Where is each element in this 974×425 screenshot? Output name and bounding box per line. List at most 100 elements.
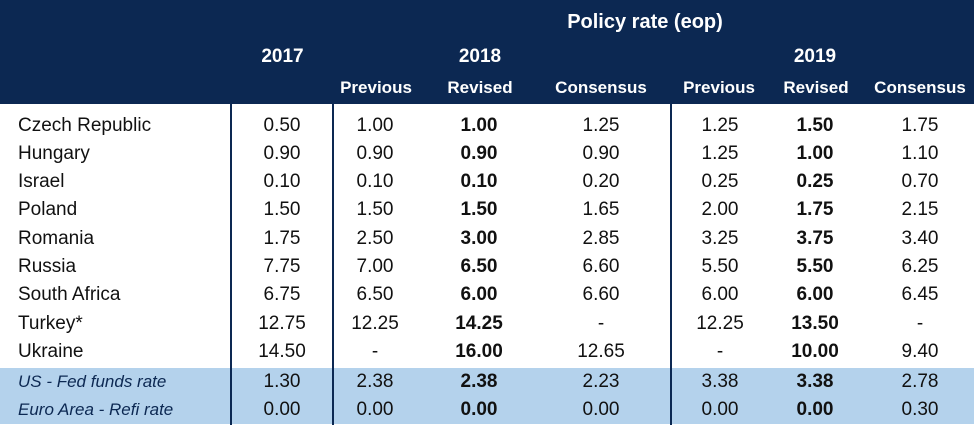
table-cell: 14.50 [258, 341, 306, 362]
table-cell: 1.30 [263, 371, 301, 392]
table-cell: 0.90 [356, 143, 394, 164]
table-cell: 2.15 [901, 199, 939, 220]
table-cell: 6.00 [701, 284, 739, 305]
table-cell: - [716, 341, 724, 362]
table-cell: 0.10 [460, 171, 498, 192]
table-header: Policy rate (eop) 2017 2018 2019 Previou… [0, 0, 974, 104]
table-cell: 0.00 [796, 399, 834, 420]
table-cell: 12.25 [351, 313, 399, 334]
table-cell: 12.75 [258, 313, 306, 334]
table-cell: 6.60 [582, 284, 620, 305]
table-cell: 3.75 [796, 228, 834, 249]
table-cell: 2.85 [582, 228, 620, 249]
table-cell: 0.00 [701, 399, 739, 420]
row-label: Ukraine [18, 341, 84, 362]
table-cell: 0.25 [796, 171, 834, 192]
table-cell: 2.78 [901, 371, 939, 392]
table-row: Czech Republic 0.50 1.00 1.00 1.25 1.25 1.50 1.… [0, 112, 974, 140]
year-2018: 2018 [458, 46, 502, 67]
table-cell: 1.50 [263, 199, 301, 220]
table-cell: 2.38 [460, 371, 498, 392]
table-row: Turkey* 12.75 12.25 14.25 - 12.25 13.50 - [0, 310, 974, 338]
table-cell: 1.00 [460, 115, 498, 136]
table-cell: 3.25 [701, 228, 739, 249]
table-cell: 1.50 [460, 199, 498, 220]
table-cell: 6.25 [901, 256, 939, 277]
table-cell: 1.25 [582, 115, 620, 136]
table-cell: 3.40 [901, 228, 939, 249]
row-label: Poland [18, 199, 78, 220]
table-cell: 2.00 [701, 199, 739, 220]
table-row: Ukraine 14.50 - 16.00 12.65 - 10.00 9.40 [0, 338, 974, 366]
table-cell: 6.45 [901, 284, 939, 305]
table-cell: 0.90 [460, 143, 498, 164]
table-cell: 1.50 [796, 115, 834, 136]
subheader-2019-previous: Previous [683, 78, 755, 97]
table-cell: 7.75 [263, 256, 301, 277]
table-cell: 0.10 [263, 171, 301, 192]
table-title: Policy rate (eop) [567, 11, 723, 33]
table-row: Israel 0.10 0.10 0.10 0.20 0.25 0.25 0.70 [0, 168, 974, 196]
table-cell: 1.65 [582, 199, 620, 220]
table-cell: 5.50 [701, 256, 739, 277]
table-cell: 6.00 [460, 284, 498, 305]
table-cell: 5.50 [796, 256, 834, 277]
table-cell: 6.50 [460, 256, 498, 277]
table-row: Hungary 0.90 0.90 0.90 0.90 1.25 1.00 1.10 [0, 140, 974, 168]
table-cell: 0.00 [582, 399, 620, 420]
table-cell: 2.23 [582, 371, 620, 392]
table-cell: 1.00 [796, 143, 834, 164]
table-cell: 16.00 [455, 341, 503, 362]
table-cell: 0.50 [263, 115, 301, 136]
row-label: Romania [18, 228, 95, 249]
table-row: US - Fed funds rate 1.30 2.38 2.38 2.23 3.38 3… [0, 368, 974, 396]
table-cell: 6.60 [582, 256, 620, 277]
table-cell: 0.30 [901, 399, 939, 420]
subheader-2018-revised: Revised [447, 78, 513, 97]
table-cell: 1.25 [701, 115, 739, 136]
table-cell: 12.25 [696, 313, 744, 334]
table-row: Russia 7.75 7.00 6.50 6.60 5.50 5.50 6.25 [0, 253, 974, 281]
table-row: South Africa 6.75 6.50 6.00 6.60 6.00 6.00 6.45 [0, 281, 974, 309]
table-cell: 3.38 [701, 371, 739, 392]
subheader-2019-revised: Revised [783, 78, 849, 97]
table-cell: 2.50 [356, 228, 394, 249]
row-label: South Africa [18, 284, 121, 305]
row-label: US - Fed funds rate [18, 372, 167, 391]
table-cell: 14.25 [455, 313, 503, 334]
table-cell: - [916, 313, 924, 334]
table-cell: 12.65 [577, 341, 625, 362]
row-label: Russia [18, 256, 77, 277]
year-2019: 2019 [793, 46, 837, 67]
table-cell: 1.75 [263, 228, 301, 249]
table-cell: 6.75 [263, 284, 301, 305]
row-label: Turkey* [18, 313, 83, 334]
table-cell: 1.25 [701, 143, 739, 164]
table-cell: 6.50 [356, 284, 394, 305]
subheader-2018-previous: Previous [340, 78, 412, 97]
table-cell: 13.50 [791, 313, 839, 334]
table-cell: 1.75 [901, 115, 939, 136]
table-row: Romania 1.75 2.50 3.00 2.85 3.25 3.75 3.40 [0, 225, 974, 253]
table-cell: 9.40 [901, 341, 939, 362]
row-label: Hungary [18, 143, 90, 164]
table-cell: 1.10 [901, 143, 939, 164]
table-cell: 0.70 [901, 171, 939, 192]
year-2017: 2017 [261, 46, 304, 67]
table-cell: 1.75 [796, 199, 834, 220]
table-cell: 0.00 [460, 399, 498, 420]
table-cell: 0.90 [263, 143, 301, 164]
table-cell: 3.00 [460, 228, 498, 249]
table-cell: 0.10 [356, 171, 394, 192]
column-divider [670, 104, 672, 425]
table-cell: 0.90 [582, 143, 620, 164]
row-label: Czech Republic [18, 115, 152, 136]
table-cell: 1.00 [356, 115, 394, 136]
row-label: Euro Area - Refi rate [18, 400, 174, 419]
table-cell: 0.00 [356, 399, 394, 420]
table-cell: - [371, 341, 379, 362]
table-cell: 1.50 [356, 199, 394, 220]
table-row: Poland 1.50 1.50 1.50 1.65 2.00 1.75 2.15 [0, 196, 974, 224]
subheader-2019-consensus: Consensus [874, 78, 966, 97]
table-cell: - [597, 313, 605, 334]
